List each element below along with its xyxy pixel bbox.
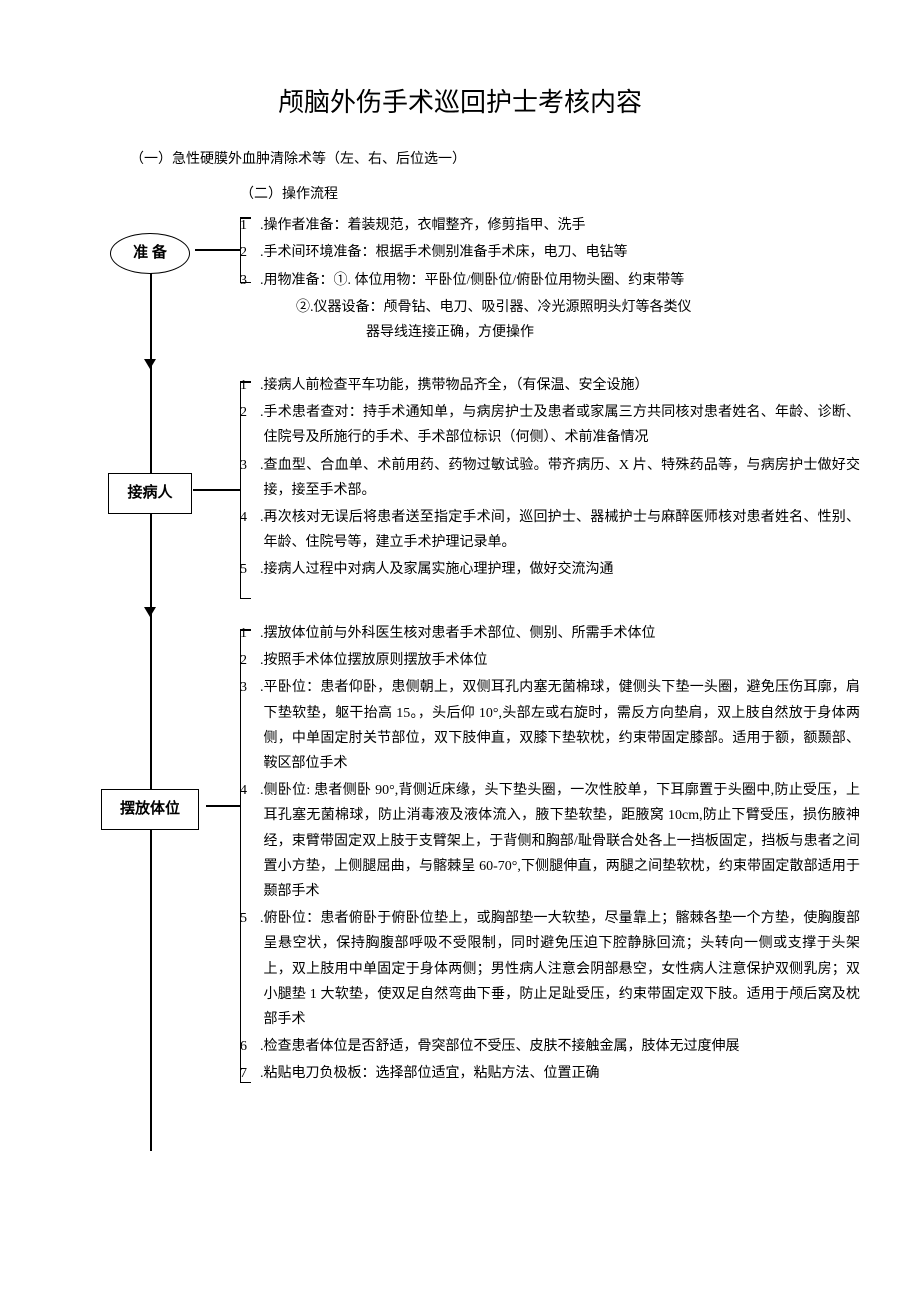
- subtitle-2: （二）操作流程: [240, 182, 860, 207]
- list-item: 2.手术患者查对：持手术通知单，与病房护士及患者或家属三方共同核对患者姓名、年龄…: [240, 400, 860, 450]
- list-item: 7.粘贴电刀负极板：选择部位适宜，粘贴方法、位置正确: [240, 1061, 860, 1086]
- list-item: 2.按照手术体位摆放原则摆放手术体位: [240, 648, 860, 673]
- subtitle-1: （一）急性硬膜外血肿清除术等（左、右、后位选一）: [130, 147, 860, 172]
- list-item: 3.用物准备：①. 体位用物：平卧位/侧卧位/俯卧位用物头圈、约束带等: [240, 268, 860, 293]
- sub-line: ②.仪器设备：颅骨钻、电刀、吸引器、冷光源照明头灯等各类仪: [240, 295, 860, 320]
- list-item: 6.检查患者体位是否舒适，骨突部位不受压、皮肤不接触金属，肢体无过度伸展: [240, 1034, 860, 1059]
- flow-section-position: 摆放体位 1.摆放体位前与外科医生核对患者手术部位、侧别、所需手术体位 2.按照…: [80, 621, 860, 1121]
- list-item: 5.俯卧位：患者俯卧于俯卧位垫上，或胸部垫一大软垫，尽量靠上；髂棘各垫一个方垫，…: [240, 906, 860, 1032]
- sub-line: 器导线连接正确，方便操作: [240, 320, 860, 345]
- list-item: 3.查血型、合血单、术前用药、药物过敏试验。带齐病历、X 片、特殊药品等，与病房…: [240, 453, 860, 503]
- node-prepare: 准 备: [110, 233, 190, 274]
- page-title: 颅脑外伤手术巡回护士考核内容: [60, 80, 860, 127]
- list-item: 3.平卧位：患者仰卧，患侧朝上，双侧耳孔内塞无菌棉球，健侧头下垫一头圈，避免压伤…: [240, 675, 860, 776]
- list-item: 1.接病人前检查平车功能，携带物品齐全，（有保温、安全设施）: [240, 373, 860, 398]
- list-item: 4.再次核对无误后将患者送至指定手术间，巡回护士、器械护士与麻醉医师核对患者姓名…: [240, 505, 860, 555]
- flow-section-prepare: 准 备 1.操作者准备：着装规范，衣帽整齐，修剪指甲、洗手 2.手术间环境准备：…: [80, 213, 860, 345]
- flow-section-receive: 接病人 1.接病人前检查平车功能，携带物品齐全，（有保温、安全设施） 2.手术患…: [80, 373, 860, 593]
- list-item: 5.接病人过程中对病人及家属实施心理护理，做好交流沟通: [240, 557, 860, 582]
- list-item: 2.手术间环境准备：根据手术侧别准备手术床，电刀、电钻等: [240, 240, 860, 265]
- list-item: 1.操作者准备：着装规范，衣帽整齐，修剪指甲、洗手: [240, 213, 860, 238]
- node-receive: 接病人: [108, 473, 191, 514]
- node-position: 摆放体位: [101, 789, 199, 830]
- flowchart: 准 备 1.操作者准备：着装规范，衣帽整齐，修剪指甲、洗手 2.手术间环境准备：…: [80, 213, 860, 1121]
- list-item: 1.摆放体位前与外科医生核对患者手术部位、侧别、所需手术体位: [240, 621, 860, 646]
- list-item: 4.侧卧位: 患者侧卧 90°,背侧近床缘，头下垫头圈，一次性胶单，下耳廓置于头…: [240, 778, 860, 904]
